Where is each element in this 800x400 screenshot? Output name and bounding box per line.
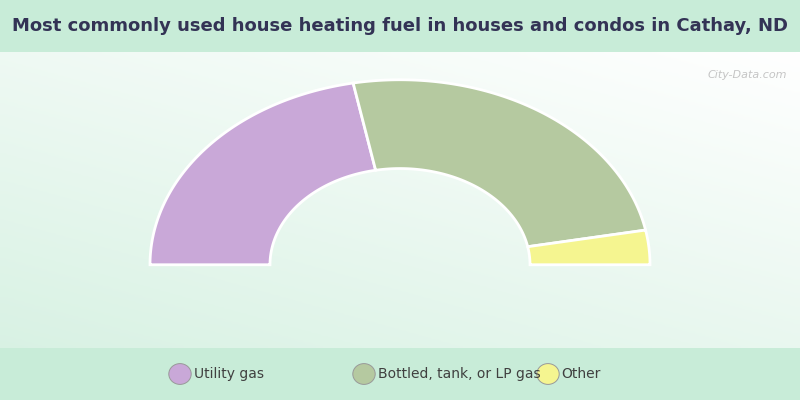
Polygon shape bbox=[150, 83, 376, 265]
Text: Most commonly used house heating fuel in houses and condos in Cathay, ND: Most commonly used house heating fuel in… bbox=[12, 17, 788, 35]
Text: Utility gas: Utility gas bbox=[194, 367, 264, 381]
Polygon shape bbox=[528, 230, 650, 265]
Ellipse shape bbox=[353, 364, 375, 384]
Text: Bottled, tank, or LP gas: Bottled, tank, or LP gas bbox=[378, 367, 540, 381]
Ellipse shape bbox=[169, 364, 191, 384]
Polygon shape bbox=[353, 80, 646, 247]
Text: Other: Other bbox=[562, 367, 601, 381]
Text: City-Data.com: City-Data.com bbox=[708, 70, 787, 80]
Ellipse shape bbox=[537, 364, 559, 384]
